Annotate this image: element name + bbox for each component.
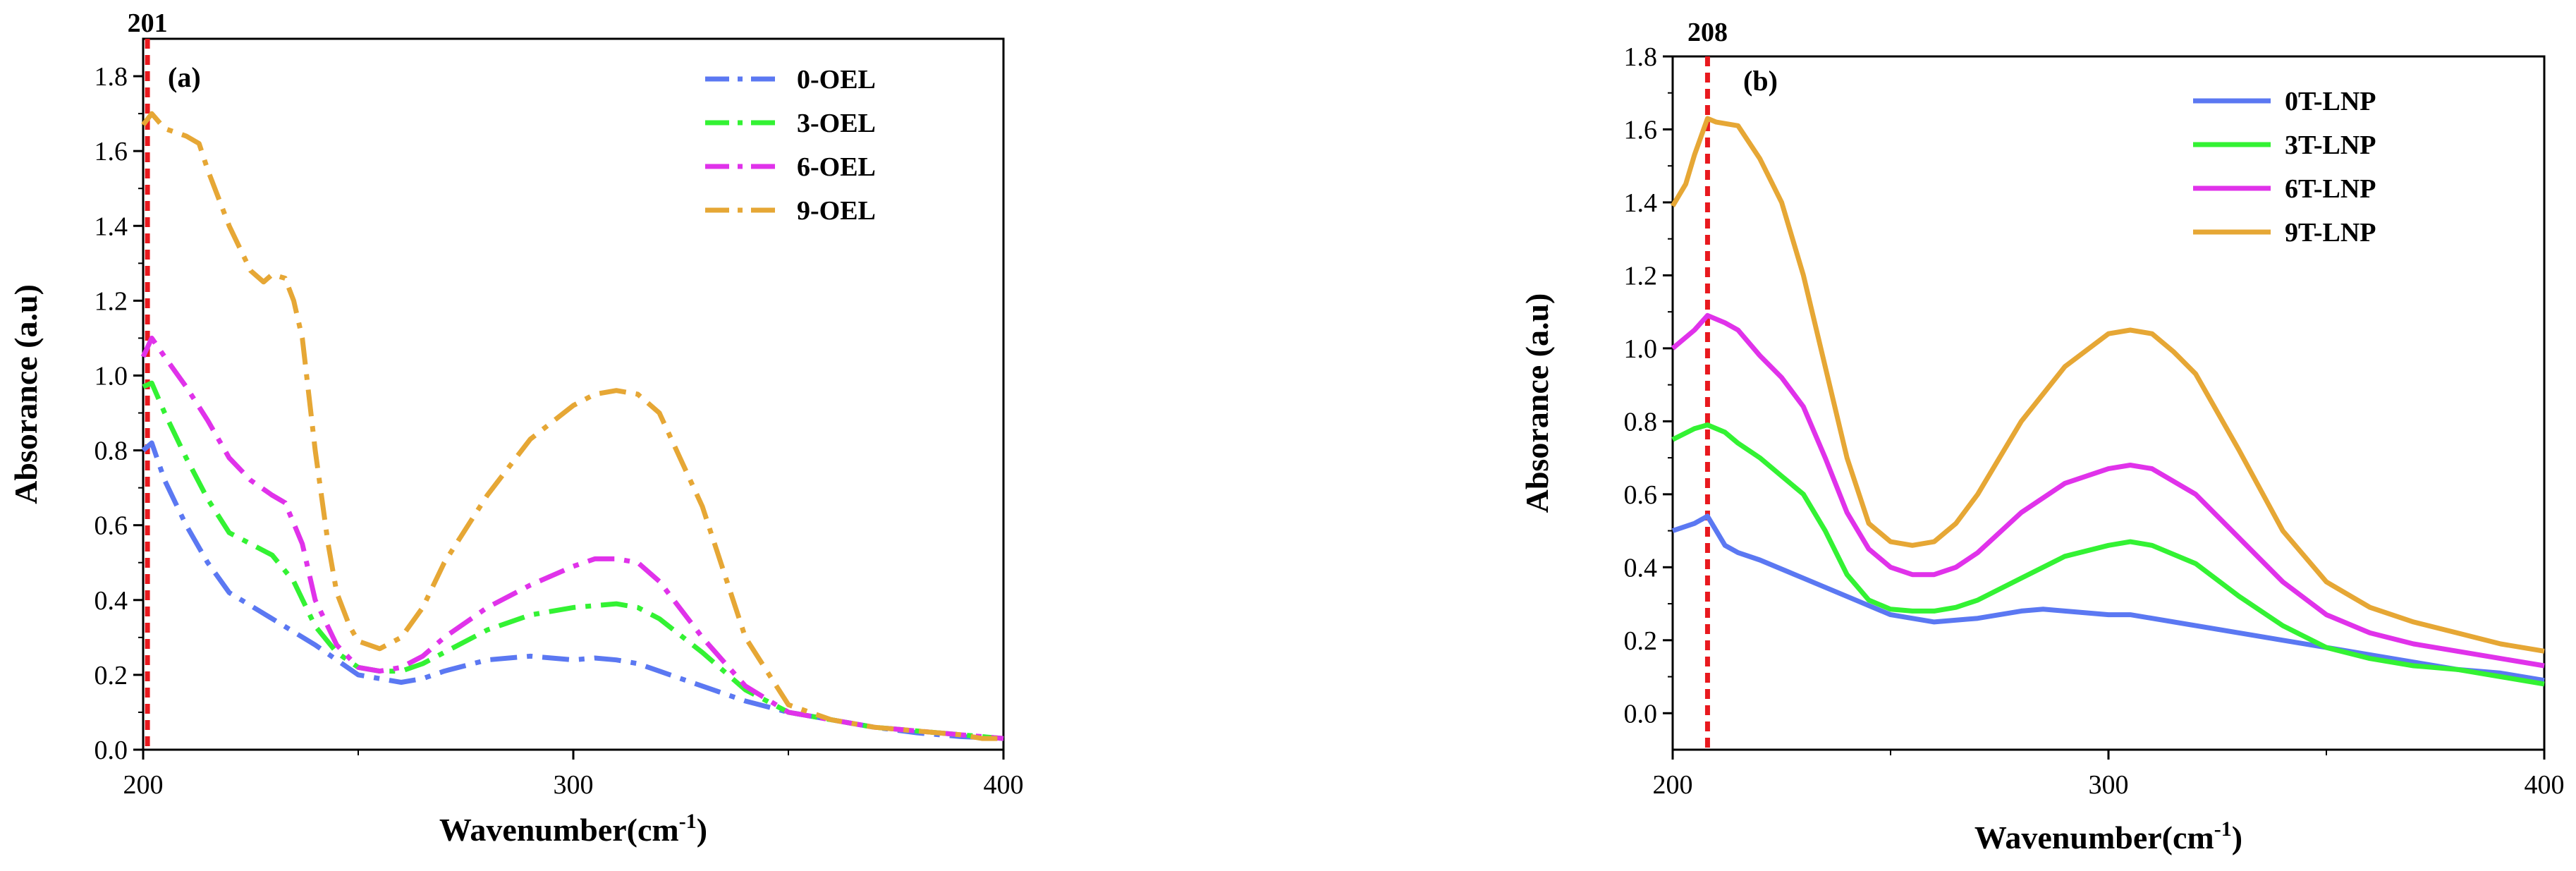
peak-marker-label-a: 201 <box>128 8 168 38</box>
legend-label-3T-LNP: 3T-LNP <box>2285 130 2376 160</box>
series-line-3T-LNP <box>1671 422 2545 687</box>
chart-b: 0.0 0.2 0.4 0.6 0.8 1.0 1.2 1.4 1.6 1.8 200 300 400 2… <box>1519 18 2565 855</box>
y-tick-label-a: 1.4 <box>94 212 128 241</box>
x-tick-label-b: 300 <box>2089 770 2129 800</box>
x-tick-label-b: 200 <box>1653 770 1693 800</box>
legend-label-9-OEL: 9-OEL <box>797 196 876 226</box>
series-line-9T-LNP <box>1670 116 2545 654</box>
y-tick-label-b: 1.6 <box>1624 115 1658 145</box>
y-tick-label-b: 0.4 <box>1624 553 1658 583</box>
y-tick-label-b: 0.0 <box>1624 699 1658 729</box>
legend-label-9T-LNP: 9T-LNP <box>2285 218 2376 248</box>
panel-label-b: (b) <box>1743 65 1778 97</box>
legend-label-0T-LNP: 0T-LNP <box>2285 87 2376 116</box>
y-tick-label-a: 0.0 <box>94 736 128 765</box>
x-tick-label-a: 200 <box>123 770 164 800</box>
y-tick-label-b: 0.6 <box>1624 480 1658 510</box>
legend-label-0-OEL: 0-OEL <box>797 65 876 95</box>
y-tick-label-b: 1.8 <box>1624 42 1658 72</box>
x-axis-title-a: Wavenumber(cm-1) <box>439 810 707 848</box>
legend-label-6T-LNP: 6T-LNP <box>2285 174 2376 204</box>
y-tick-label-b: 1.4 <box>1624 188 1658 218</box>
panel-label-a: (a) <box>168 61 201 93</box>
y-tick-label-b: 0.8 <box>1624 407 1658 437</box>
series-line-0-OEL <box>141 440 1004 741</box>
series-line-6-OEL <box>140 335 1004 741</box>
chart-a: 0.0 0.2 0.4 0.6 0.8 1.0 1.2 1.4 1.6 1.8 200 300 400 2… <box>8 8 1024 848</box>
series-line-3-OEL <box>142 380 1004 741</box>
y-tick-label-a: 0.4 <box>94 586 128 616</box>
series-line-0T-LNP <box>1671 513 2545 683</box>
series-line-6T-LNP <box>1671 312 2545 669</box>
y-tick-label-a: 0.6 <box>94 511 128 541</box>
y-tick-label-b: 1.2 <box>1624 261 1658 291</box>
y-tick-label-a: 1.0 <box>94 361 128 391</box>
peak-marker-label-b: 208 <box>1687 18 1728 47</box>
legend-label-6-OEL: 6-OEL <box>797 152 876 182</box>
x-tick-label-a: 400 <box>984 770 1024 800</box>
y-tick-label-a: 1.2 <box>94 286 128 316</box>
y-tick-label-a: 0.2 <box>94 661 128 690</box>
y-axis-title-a: Absorance (a.u) <box>8 284 44 504</box>
y-tick-label-a: 1.8 <box>94 62 128 92</box>
x-tick-label-a: 300 <box>554 770 594 800</box>
x-tick-label-b: 400 <box>2525 770 2565 800</box>
x-axis-title-b: Wavenumber(cm-1) <box>1974 817 2242 855</box>
y-axis-title-b: Absorance (a.u) <box>1519 293 1555 513</box>
plot-frame-a <box>142 37 1005 751</box>
y-tick-label-b: 1.0 <box>1624 334 1658 364</box>
y-tick-label-a: 1.6 <box>94 137 128 166</box>
legend-label-3-OEL: 3-OEL <box>797 109 876 138</box>
series-line-9-OEL <box>141 111 1003 741</box>
y-tick-label-b: 0.2 <box>1624 626 1658 656</box>
y-tick-label-a: 0.8 <box>94 437 128 466</box>
